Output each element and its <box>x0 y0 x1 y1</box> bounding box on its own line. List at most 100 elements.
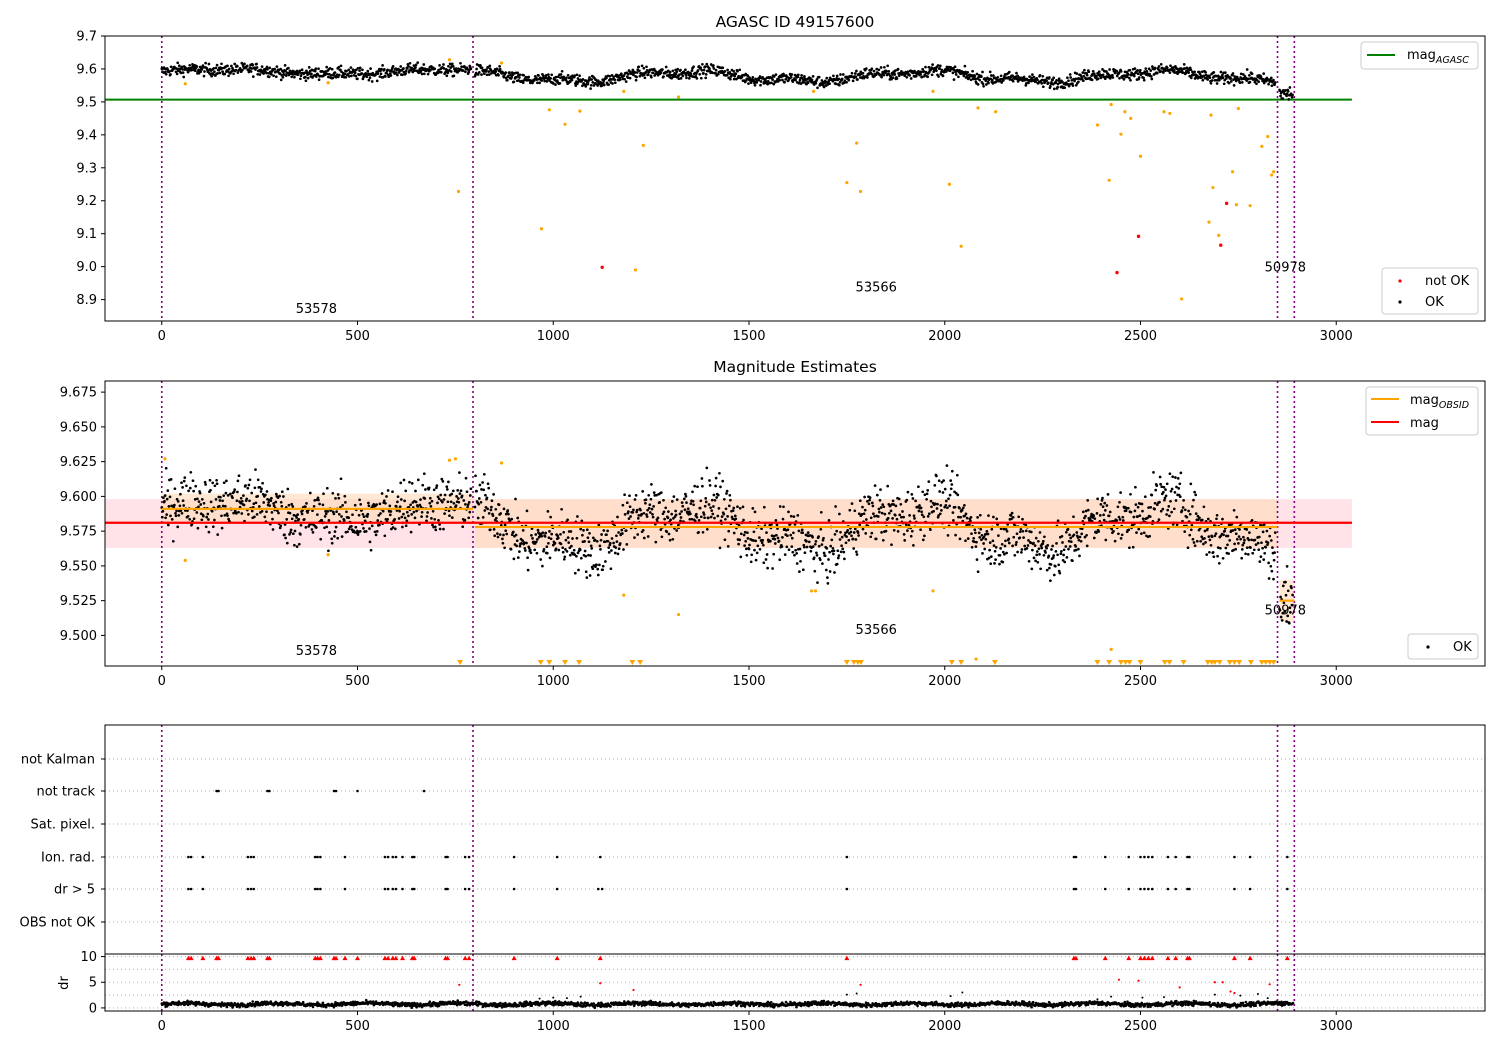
ok-point <box>404 72 408 75</box>
ok-point <box>386 489 390 492</box>
ok-point <box>268 66 272 70</box>
ok-point <box>380 492 384 495</box>
ok-point <box>1171 475 1175 479</box>
ok-point <box>511 530 515 534</box>
ok-point <box>247 513 250 516</box>
ok-point <box>825 76 829 80</box>
ok-point <box>868 496 872 499</box>
ok-point <box>331 76 335 80</box>
ok-point <box>267 75 271 79</box>
ok-point <box>202 501 206 505</box>
ok-point <box>1286 589 1290 593</box>
ok-point <box>841 547 845 551</box>
ok-point <box>487 512 491 515</box>
ok-point <box>1087 70 1091 74</box>
ok-point <box>938 64 942 68</box>
ok-point <box>733 74 737 78</box>
ok-point <box>579 556 583 560</box>
flag-point-dr5 <box>463 887 467 891</box>
ok-point <box>933 484 937 487</box>
ok-point <box>724 507 728 511</box>
ok-point <box>261 492 265 496</box>
ok-point <box>368 527 371 530</box>
ok-point <box>1178 495 1182 499</box>
ok-point <box>758 547 762 551</box>
ok-point <box>403 499 406 503</box>
dr-point <box>455 1003 459 1007</box>
excluded-point <box>447 58 452 62</box>
ok-point <box>956 493 960 497</box>
ok-point <box>851 79 855 83</box>
ok-point <box>1257 535 1261 539</box>
ok-point <box>1037 547 1041 551</box>
ok-point <box>328 66 332 70</box>
ok-point <box>851 537 855 541</box>
ok-point <box>494 70 498 73</box>
ok-point <box>206 512 210 516</box>
ok-point <box>1212 555 1216 559</box>
ok-point <box>544 531 548 535</box>
ok-point <box>464 70 467 74</box>
ok-point <box>738 506 742 510</box>
ok-point <box>469 67 473 71</box>
ok-point <box>599 538 603 542</box>
excluded-point <box>547 108 551 112</box>
ok-point <box>549 537 553 541</box>
ok-point <box>1140 532 1143 535</box>
ok-point <box>1254 543 1258 546</box>
ok-point <box>771 78 774 81</box>
ok-point <box>770 534 774 538</box>
ok-point <box>708 479 711 482</box>
ok-point <box>250 67 254 70</box>
ok-point <box>672 517 675 520</box>
ok-point <box>1240 81 1244 84</box>
ok-point <box>182 504 186 507</box>
ok-point <box>510 517 514 521</box>
ok-point <box>262 501 266 504</box>
ok-point <box>215 63 219 67</box>
ok-point <box>904 523 908 527</box>
ok-point <box>317 498 320 502</box>
excluded-point <box>845 181 849 185</box>
ok-point <box>366 69 370 73</box>
ok-point <box>1024 523 1028 527</box>
excluded-point <box>676 95 681 99</box>
ok-point <box>361 68 364 72</box>
ok-point <box>1164 494 1168 498</box>
ok-point <box>999 547 1002 550</box>
ok-point <box>186 514 190 518</box>
ok-point <box>816 86 819 90</box>
ok-point <box>535 78 539 81</box>
ok-point <box>646 508 649 512</box>
ok-point <box>774 519 778 522</box>
ok-point <box>1204 541 1207 544</box>
ok-point <box>1192 73 1195 77</box>
ok-point <box>342 519 346 522</box>
ok-point <box>416 478 420 482</box>
ok-point <box>765 531 768 534</box>
ok-point <box>819 510 823 514</box>
ok-point <box>392 70 396 73</box>
ok-point <box>1183 508 1187 512</box>
below-range-marker <box>1106 660 1113 665</box>
ok-point <box>405 67 409 70</box>
ok-point <box>179 492 182 496</box>
ok-point <box>603 540 607 544</box>
ok-point <box>1111 76 1115 79</box>
ok-point <box>514 497 517 501</box>
ok-point <box>565 76 568 80</box>
below-range-marker <box>1231 660 1238 665</box>
ok-point <box>703 516 706 520</box>
ok-point <box>1092 72 1096 76</box>
ok-point <box>332 512 336 516</box>
ok-point <box>1285 620 1288 623</box>
ok-point <box>986 532 990 536</box>
ok-point <box>270 496 273 500</box>
ok-point <box>877 68 881 72</box>
flag-point-ion-rad <box>201 855 205 859</box>
flag-point-ion-rad <box>1188 855 1191 859</box>
ok-point <box>174 511 177 515</box>
ok-point <box>625 543 629 546</box>
ok-point <box>524 549 527 552</box>
ok-point <box>1063 86 1067 90</box>
